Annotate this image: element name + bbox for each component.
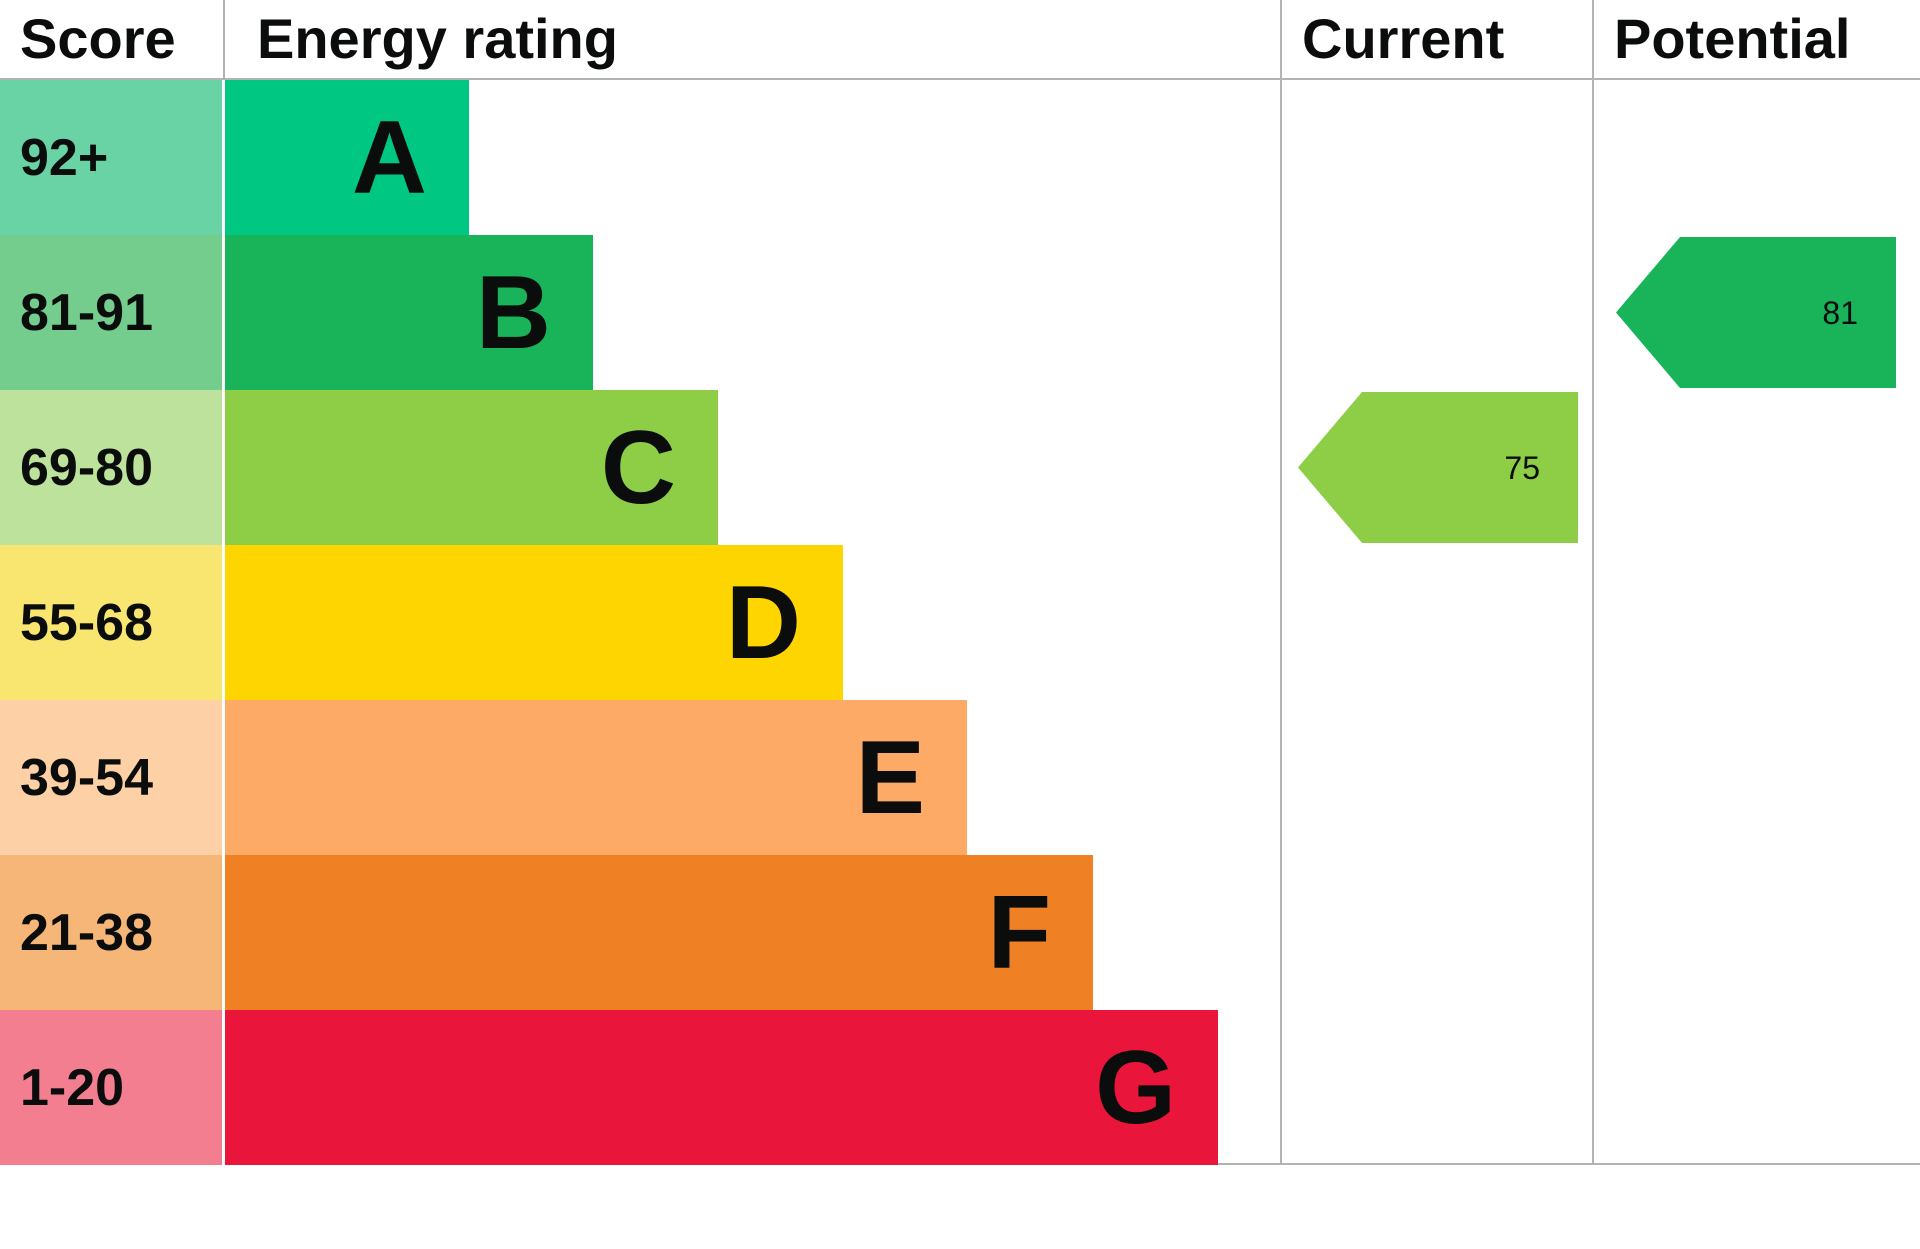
band-letter: E: [855, 719, 925, 836]
current-header: Current: [1280, 0, 1592, 78]
rating-bar: C: [225, 390, 718, 545]
potential-arrow: 81: [1616, 237, 1896, 388]
band-letter: F: [987, 874, 1051, 991]
rating-bar: G: [225, 1010, 1218, 1165]
bands-area: 92+ A 81-91 B 69-80 C 55-68: [0, 80, 1280, 1165]
band-row-b: 81-91 B: [0, 235, 1280, 390]
band-letter: B: [475, 254, 551, 371]
current-value: 75: [1504, 449, 1540, 486]
score-cell: 69-80: [0, 390, 225, 545]
band-row-a: 92+ A: [0, 80, 1280, 235]
band-row-c: 69-80 C: [0, 390, 1280, 545]
score-cell: 1-20: [0, 1010, 225, 1165]
score-header: Score: [0, 0, 225, 78]
score-cell: 21-38: [0, 855, 225, 1010]
band-letter: G: [1095, 1029, 1176, 1146]
score-cell: 92+: [0, 80, 225, 235]
potential-header: Potential: [1592, 0, 1920, 78]
score-cell: 81-91: [0, 235, 225, 390]
potential-column: 81: [1592, 80, 1920, 1163]
header-row: Score Energy rating Current Potential: [0, 0, 1920, 80]
band-letter: C: [600, 409, 676, 526]
energy-rating-header: Energy rating: [257, 7, 618, 70]
rating-bar: B: [225, 235, 593, 390]
rating-bar: A: [225, 80, 469, 235]
score-cell: 55-68: [0, 545, 225, 700]
band-row-f: 21-38 F: [0, 855, 1280, 1010]
rating-bar: E: [225, 700, 967, 855]
band-row-d: 55-68 D: [0, 545, 1280, 700]
chart-body: 92+ A 81-91 B 69-80 C 55-68: [0, 80, 1920, 1165]
potential-value: 81: [1822, 294, 1858, 331]
rating-bar: D: [225, 545, 843, 700]
current-column: 75: [1280, 80, 1592, 1163]
rating-bar: F: [225, 855, 1093, 1010]
band-letter: A: [351, 99, 427, 216]
band-row-g: 1-20 G: [0, 1010, 1280, 1165]
band-letter: D: [725, 564, 801, 681]
band-row-e: 39-54 E: [0, 700, 1280, 855]
current-arrow: 75: [1298, 392, 1578, 543]
score-cell: 39-54: [0, 700, 225, 855]
